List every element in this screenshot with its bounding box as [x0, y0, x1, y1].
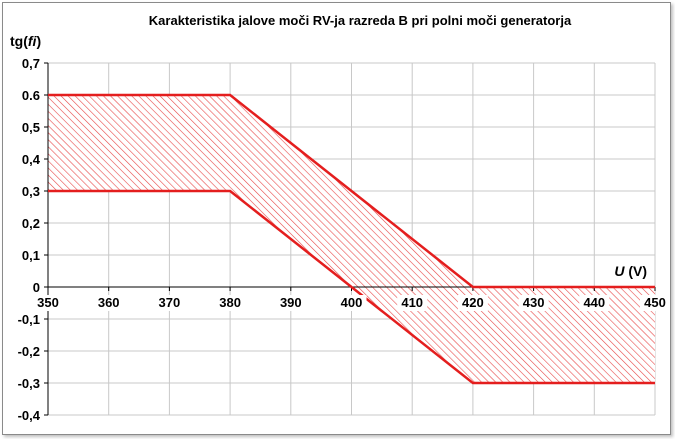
x-tick-label: 420: [462, 295, 484, 310]
y-tick-label: 0,3: [22, 184, 40, 199]
x-tick-label: 370: [159, 295, 181, 310]
hatched-band: [48, 95, 655, 383]
lower-limit-line: [48, 189, 655, 385]
series: [48, 93, 655, 385]
x-tick-label-bg: [640, 295, 670, 311]
x-tick-label-bg: [579, 295, 610, 311]
x-tick-label: 400: [341, 295, 363, 310]
x-tick-label-bg: [397, 295, 428, 311]
x-tick-label-bg: [518, 295, 549, 311]
hatched-region: [48, 95, 655, 383]
y-tick-label: -0,4: [18, 408, 41, 423]
x-tick-label: 440: [583, 295, 605, 310]
x-tick-label: 350: [37, 295, 59, 310]
y-tick-label: 0.6: [22, 88, 40, 103]
x-tick-label-bg: [215, 295, 246, 311]
x-axis-label: U (V): [614, 263, 647, 279]
y-tick-label: 0,7: [22, 56, 40, 71]
y-tick-label: 0,1: [22, 248, 40, 263]
y-tick-label: -0,1: [18, 312, 40, 327]
x-tick-label-bg: [457, 295, 488, 311]
y-tick-label: 0,4: [22, 152, 41, 167]
x-tick-label: 360: [98, 295, 120, 310]
x-tick-label-bg: [33, 295, 63, 311]
x-tick-label-bg: [336, 295, 367, 311]
y-tick-label: 0: [33, 280, 40, 295]
upper-limit-line: [48, 93, 655, 289]
x-tick-label: 430: [523, 295, 545, 310]
x-tick-label-bg: [154, 295, 185, 311]
y-axis-label: tg(fi): [10, 33, 41, 49]
x-tick-label: 450: [644, 295, 666, 310]
y-axis-label-text: tg(fi): [10, 33, 41, 49]
y-tick-labels: 0,7 0.6 0,5 0,4 0,3 0,2 0,1 0 -0,1 -0,2 -0,3 -0,4: [18, 56, 41, 423]
x-tick-label: 380: [219, 295, 241, 310]
y-tick-label: 0,2: [22, 216, 40, 231]
x-tick-labels: 350 360 370 380 390 400 410 420 430 440 450: [33, 295, 670, 311]
chart-title: Karakteristika jalove moči RV-ja razreda…: [149, 13, 572, 28]
x-tick-label-bg: [93, 295, 124, 311]
y-tick-label: 0,5: [22, 120, 40, 135]
y-tick-label: -0,3: [18, 376, 40, 391]
x-axis-label-text: U (V): [614, 263, 647, 279]
x-tick-label-bg: [275, 295, 306, 311]
x-tick-label: 390: [280, 295, 302, 310]
x-tick-label: 410: [401, 295, 423, 310]
y-tick-label: -0,2: [18, 344, 40, 359]
